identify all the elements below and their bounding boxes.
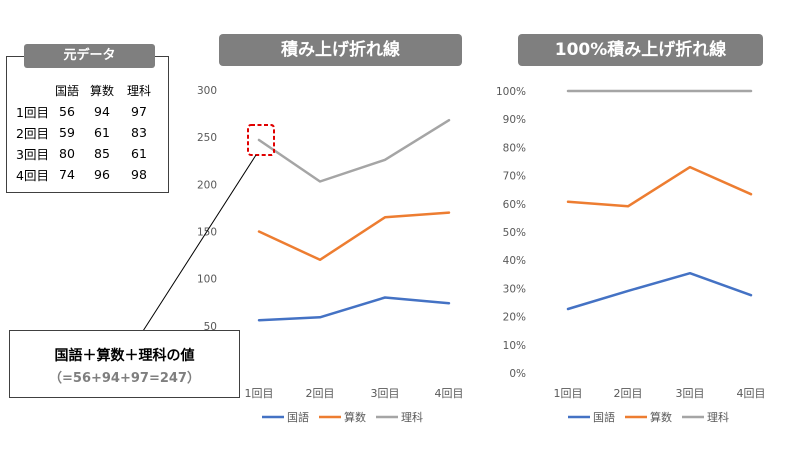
x-tick-label: 2回目 bbox=[614, 387, 643, 400]
x-tick-label: 3回目 bbox=[676, 387, 705, 400]
raw-cell: 83 bbox=[131, 125, 147, 140]
raw-data-row: 1回目 56 94 97 bbox=[16, 101, 158, 122]
raw-cell: 94 bbox=[94, 104, 110, 119]
y-tick-label: 40% bbox=[503, 255, 526, 267]
callout-text: 国語＋算数＋理科の値 bbox=[54, 348, 195, 364]
raw-data-row: 4回目 74 96 98 bbox=[16, 164, 158, 185]
legend-label: 国語 bbox=[287, 410, 309, 424]
raw-cell: 85 bbox=[94, 146, 110, 161]
callout-leader-line bbox=[142, 154, 257, 332]
legend-label: 算数 bbox=[650, 410, 672, 424]
legend-label: 国語 bbox=[593, 410, 615, 424]
legend-label: 算数 bbox=[344, 410, 366, 424]
y-tick-label: 70% bbox=[503, 171, 526, 183]
raw-cell: 96 bbox=[94, 167, 110, 182]
y-tick-label: 80% bbox=[503, 142, 526, 154]
raw-cell: 61 bbox=[94, 125, 110, 140]
y-tick-label: 250 bbox=[197, 132, 217, 144]
series-line-算数 bbox=[257, 211, 451, 262]
y-tick-label: 20% bbox=[503, 312, 526, 324]
y-tick-label: 100 bbox=[197, 274, 217, 286]
y-tick-label: 90% bbox=[503, 114, 526, 126]
raw-cell: 61 bbox=[131, 146, 147, 161]
y-tick-label: 0% bbox=[509, 368, 526, 380]
y-tick-label: 300 bbox=[197, 85, 217, 97]
raw-row-label: 4回目 bbox=[16, 168, 49, 183]
chart1-title: 積み上げ折れ線 bbox=[219, 34, 462, 66]
raw-data-row: 2回目 59 61 83 bbox=[16, 122, 158, 143]
y-tick-label: 60% bbox=[503, 199, 526, 211]
raw-header-cell bbox=[16, 80, 50, 101]
x-tick-label: 4回目 bbox=[737, 387, 766, 400]
y-tick-label: 50% bbox=[503, 227, 526, 239]
raw-cell: 56 bbox=[59, 104, 75, 119]
raw-data-header-row: 国語 算数 理科 bbox=[16, 80, 158, 101]
x-tick-label: 3回目 bbox=[371, 387, 400, 400]
raw-data-table: 国語 算数 理科 1回目 56 94 97 2回目 59 61 83 3回目 8… bbox=[16, 80, 158, 185]
y-tick-label: 30% bbox=[503, 283, 526, 295]
chart2-title: 100%積み上げ折れ線 bbox=[518, 34, 763, 66]
raw-header-cell: 国語 bbox=[54, 84, 79, 98]
series-line-国語 bbox=[257, 296, 451, 322]
highlight-box bbox=[247, 123, 275, 156]
y-tick-label: 50 bbox=[204, 321, 217, 333]
raw-row-label: 1回目 bbox=[16, 105, 49, 120]
legend-label: 理科 bbox=[401, 410, 423, 424]
raw-header-cell: 理科 bbox=[126, 84, 151, 98]
raw-data-row: 3回目 80 85 61 bbox=[16, 143, 158, 164]
legend-label: 理科 bbox=[707, 410, 729, 424]
raw-cell: 59 bbox=[59, 125, 75, 140]
raw-cell: 74 bbox=[59, 167, 75, 182]
raw-cell: 97 bbox=[131, 104, 147, 119]
raw-data-title: 元データ bbox=[24, 44, 155, 68]
raw-cell: 98 bbox=[131, 167, 147, 182]
x-tick-label: 4回目 bbox=[435, 387, 464, 400]
raw-data-box bbox=[6, 56, 169, 193]
raw-row-label: 3回目 bbox=[16, 147, 49, 162]
sum-callout-box: 国語＋算数＋理科の値 （=56+94+97=247） bbox=[9, 330, 240, 398]
series-line-国語 bbox=[566, 271, 753, 311]
y-tick-label: 100% bbox=[496, 86, 526, 98]
series-line-算数 bbox=[566, 165, 753, 208]
y-tick-label: 200 bbox=[197, 179, 217, 191]
callout-formula: （=56+94+97=247） bbox=[49, 371, 200, 386]
raw-cell: 80 bbox=[59, 146, 75, 161]
raw-header-cell: 算数 bbox=[89, 84, 114, 98]
x-tick-label: 2回目 bbox=[306, 387, 335, 400]
y-tick-label: 150 bbox=[197, 227, 217, 239]
raw-row-label: 2回目 bbox=[16, 126, 49, 141]
y-tick-label: 10% bbox=[503, 340, 526, 352]
series-line-理科 bbox=[257, 118, 451, 183]
x-tick-label: 1回目 bbox=[245, 387, 274, 400]
x-tick-label: 1回目 bbox=[554, 387, 583, 400]
